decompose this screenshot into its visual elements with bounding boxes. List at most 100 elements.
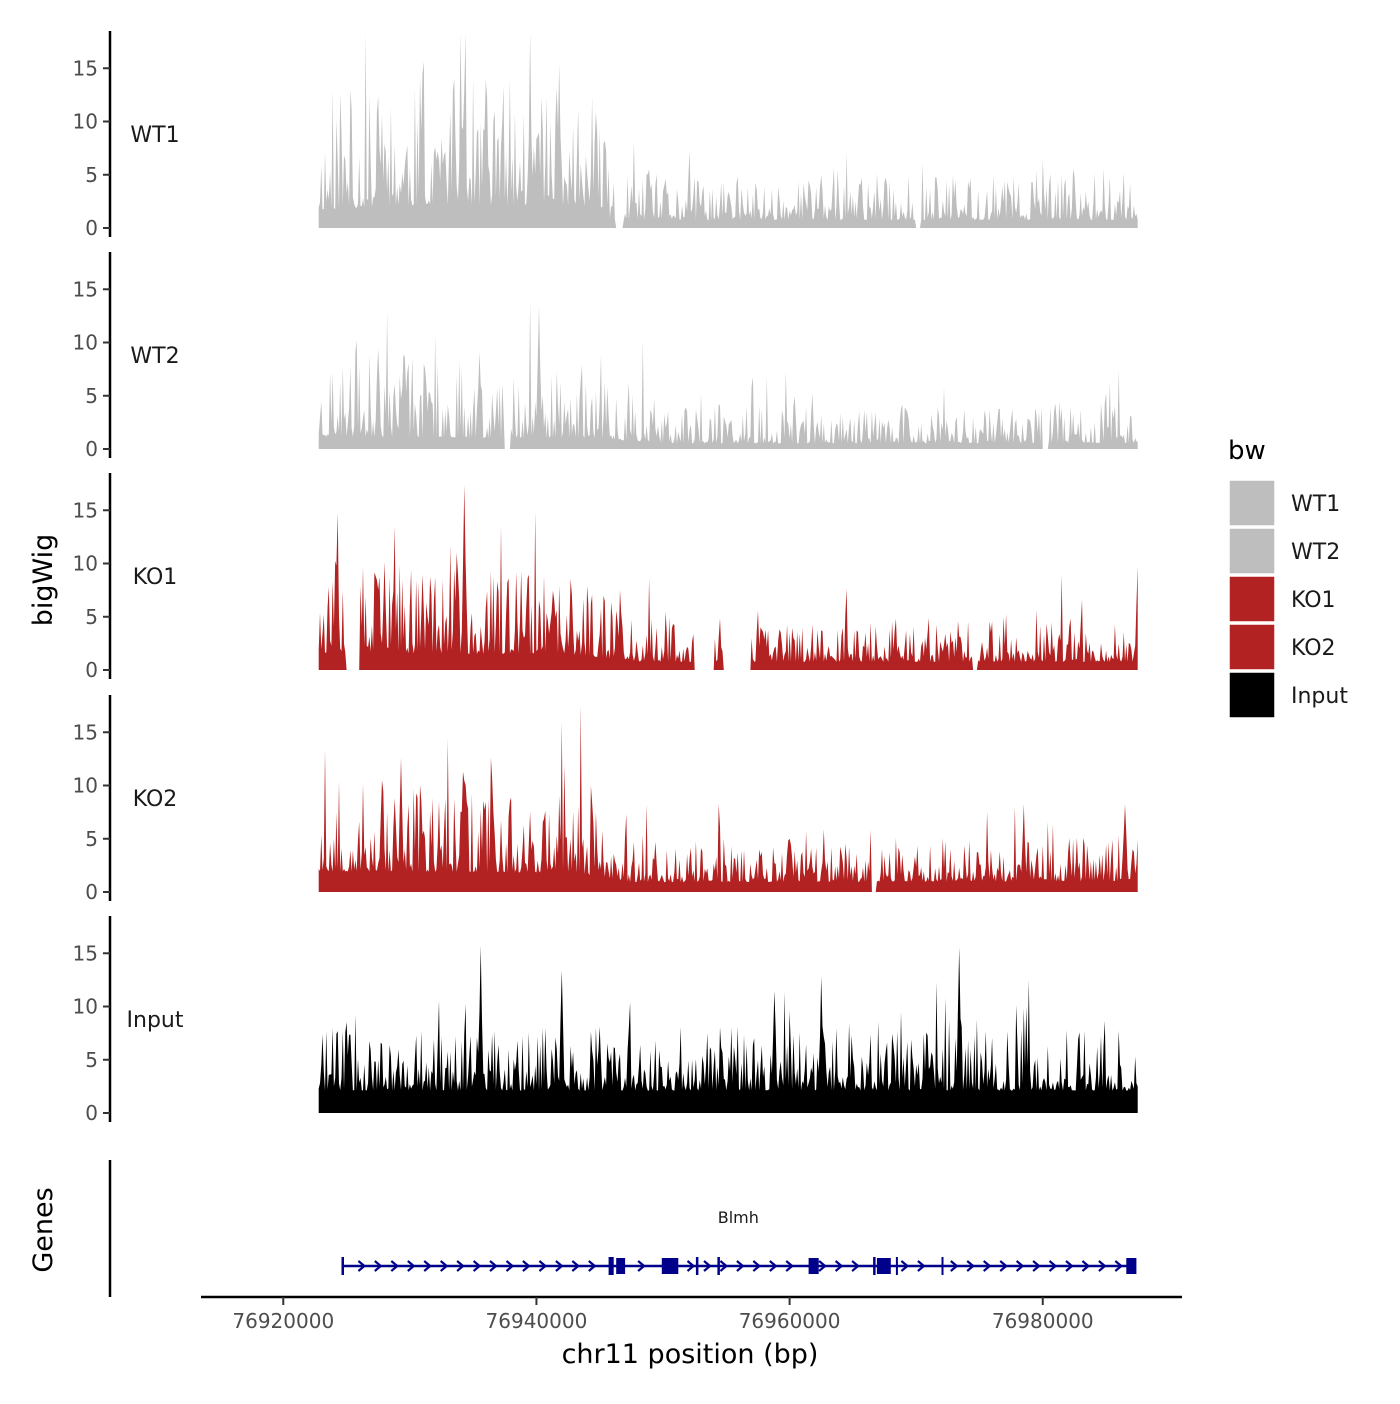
strand-arrow [505,1260,515,1272]
gene-exon [876,1258,891,1274]
gene-exon [341,1257,344,1275]
track-label-wt1: WT1 [130,123,179,148]
strand-arrow [637,1260,646,1272]
gene-exon [608,1257,614,1275]
legend-label-ko2: KO2 [1291,636,1336,661]
x-tick-label: 76980000 [992,1309,1094,1333]
strand-arrow [785,1260,794,1272]
strand-arrow [1032,1260,1041,1272]
track-input: 0 5 10 15 Input [73,916,1138,1125]
strand-arrow [1098,1260,1107,1272]
strand-arrow [703,1260,712,1272]
x-axis-title: chr11 position (bp) [562,1339,819,1370]
strand-arrow [752,1260,762,1272]
y-tick-label: 10 [73,774,98,798]
legend-key-input [1228,671,1276,719]
y-tick-label: 10 [73,995,98,1019]
legend-label-wt2: WT2 [1291,540,1340,565]
y-tick-label: 5 [85,163,98,187]
coverage-area-input [318,945,1138,1113]
coverage-area-ko2 [318,705,1138,892]
strand-arrow [851,1260,860,1272]
strand-arrow [456,1260,465,1272]
y-tick-label: 10 [73,331,98,355]
coverage-area-wt2 [318,300,1138,449]
y-tick-label: 5 [85,1048,98,1072]
genes-track-title: Genes [28,1187,59,1272]
strand-arrow [950,1260,959,1272]
y-tick-label: 15 [73,498,98,522]
track-label-ko2: KO2 [133,787,178,812]
y-tick-label: 10 [73,110,98,134]
strand-arrow [538,1260,548,1272]
strand-arrow [999,1260,1008,1272]
x-tick-label: 76960000 [739,1309,841,1333]
strand-arrow [588,1260,597,1272]
gene-exon [616,1258,626,1274]
strand-arrow [818,1260,827,1272]
y-axis-title: bigWig [28,534,59,627]
coverage-area-ko1 [318,485,1138,670]
x-axis: 76920000 76940000 76960000 76980000 [201,1295,1182,1333]
strand-arrow [736,1260,745,1272]
x-tick-label: 76920000 [232,1309,334,1333]
y-tick-label: 0 [85,880,98,904]
gene-exon [717,1257,720,1275]
x-tick-label: 76940000 [486,1309,588,1333]
strand-arrow [374,1260,383,1272]
track-label-wt2: WT2 [130,344,179,369]
y-tick-label: 15 [73,277,98,301]
strand-arrow [357,1260,367,1272]
gene-name-label: Blmh [718,1208,759,1227]
legend-title: bw [1228,436,1266,466]
signal-tracks: 0 5 10 15 WT1 0 5 10 15 WT2 0 5 10 15 KO1 0 5 10 15 KO2 0 5 10… [73,31,1138,1125]
legend-key-ko1 [1228,575,1276,623]
coverage-area-wt1 [318,33,1138,228]
y-tick-label: 0 [85,658,98,682]
y-tick-label: 5 [85,384,98,408]
gene-exon [808,1258,819,1274]
strand-arrow [1065,1260,1074,1272]
strand-arrow [439,1260,449,1272]
strand-arrow [522,1260,531,1272]
gene-exon [695,1257,699,1275]
y-tick-label: 15 [73,720,98,744]
strand-arrow [917,1260,926,1272]
y-tick-label: 10 [73,552,98,576]
strand-arrow [1015,1260,1025,1272]
strand-arrow [834,1260,844,1272]
y-tick-label: 5 [85,827,98,851]
y-tick-label: 0 [85,1101,98,1125]
gene-track: Blmh [108,1160,1137,1297]
strand-arrow [555,1260,564,1272]
y-tick-label: 15 [73,941,98,965]
strand-arrow [1114,1260,1124,1272]
track-ko2: 0 5 10 15 KO2 [73,695,1138,904]
strand-arrow [407,1260,416,1272]
gene-exon [895,1257,898,1275]
y-tick-label: 5 [85,605,98,629]
gene-exon [873,1257,876,1275]
legend-key-wt1 [1228,479,1276,527]
y-tick-label: 0 [85,216,98,240]
strand-arrow [472,1260,482,1272]
gene-exon [1126,1258,1137,1274]
strand-arrow [966,1260,975,1272]
strand-arrow [1048,1260,1058,1272]
track-label-input: Input [127,1008,184,1033]
legend-key-wt2 [1228,527,1276,575]
track-wt1: 0 5 10 15 WT1 [73,31,1138,240]
strand-arrow [489,1260,498,1272]
legend-label-wt1: WT1 [1291,492,1340,517]
track-ko1: 0 5 10 15 KO1 [73,473,1138,682]
y-tick-label: 0 [85,437,98,461]
strand-arrow [423,1260,432,1272]
strand-arrow [686,1260,696,1272]
strand-arrow [390,1260,400,1272]
legend-key-ko2 [1228,623,1276,671]
strand-arrow [900,1260,910,1272]
strand-arrow [1081,1260,1091,1272]
track-wt2: 0 5 10 15 WT2 [73,252,1138,461]
y-tick-label: 15 [73,56,98,80]
